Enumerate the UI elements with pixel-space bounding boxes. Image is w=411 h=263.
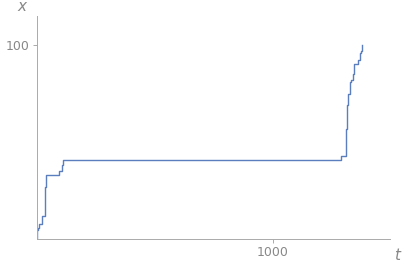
Text: x: x [17,0,26,13]
Text: t: t [394,248,400,263]
